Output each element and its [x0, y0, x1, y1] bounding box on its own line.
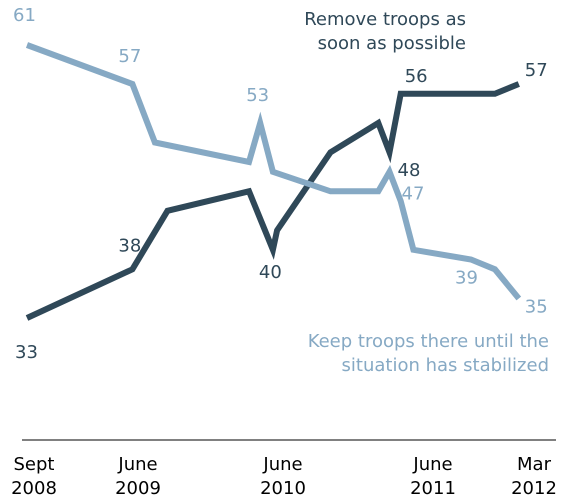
series-names: Remove troops as soon as possible Keep tro…	[304, 9, 549, 376]
data-label-remove: 48	[398, 160, 421, 181]
series-name-keep: situation has stabilized	[342, 355, 549, 376]
x-tick-label: 2011	[410, 478, 456, 499]
x-tick-label: Mar	[517, 454, 552, 475]
data-label-keep: 57	[118, 46, 141, 67]
x-tick-label: 2008	[11, 478, 57, 499]
data-label-keep: 53	[246, 85, 269, 106]
x-tick-label: June	[117, 454, 157, 475]
data-label-keep: 61	[13, 5, 36, 26]
series-name-keep: Keep troops there until the	[308, 331, 549, 352]
series-lines	[25, 42, 522, 321]
series-name-remove: Remove troops as	[304, 9, 466, 30]
x-tick-label: June	[262, 454, 302, 475]
data-label-remove: 33	[15, 342, 38, 363]
series-line-keep	[25, 42, 522, 301]
data-labels: 33 38 40 48 56 57 61 57 53 47 39 35	[13, 5, 548, 363]
x-tick-label: 2010	[260, 478, 306, 499]
data-label-keep: 35	[525, 297, 548, 318]
data-label-remove: 40	[259, 262, 282, 283]
x-tick-label: Sept	[14, 454, 55, 475]
data-label-remove: 57	[525, 60, 548, 81]
series-name-remove: soon as possible	[318, 33, 466, 54]
data-label-keep: 39	[455, 268, 478, 289]
x-tick-label: 2012	[511, 478, 557, 499]
data-label-keep: 47	[402, 184, 425, 205]
x-tick-label: 2009	[115, 478, 161, 499]
series-line-remove	[25, 81, 520, 321]
data-label-remove: 56	[405, 66, 428, 87]
data-label-remove: 38	[118, 235, 141, 256]
x-tick-label: June	[412, 454, 452, 475]
x-axis-ticks: Sept 2008 June 2009 June 2010 June 2011 Mar 2012	[11, 454, 557, 499]
